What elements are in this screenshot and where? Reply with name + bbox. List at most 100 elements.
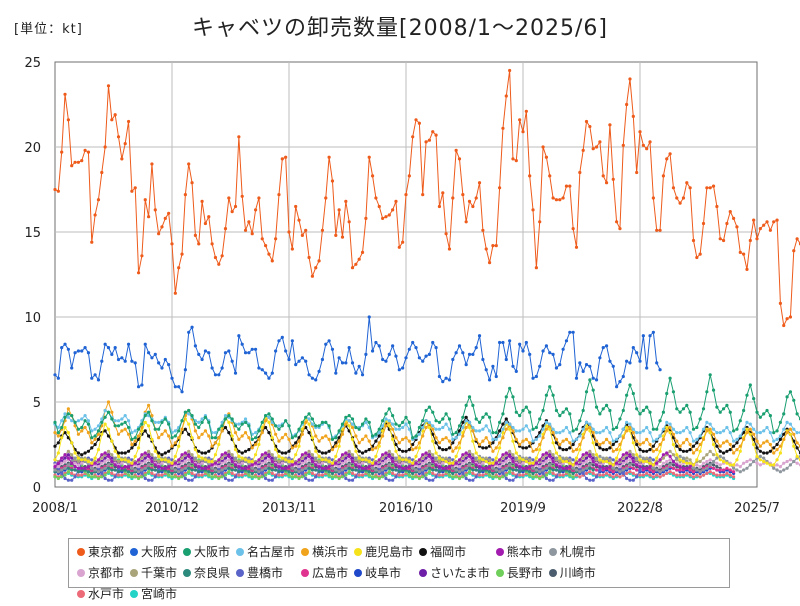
data-point: [143, 420, 147, 424]
data-point: [611, 466, 615, 470]
data-point: [250, 347, 254, 351]
data-point: [431, 427, 435, 431]
data-point: [223, 456, 228, 460]
data-point: [56, 189, 60, 193]
data-point: [421, 461, 425, 465]
data-point: [625, 420, 629, 424]
data-point: [300, 453, 304, 457]
data-point: [337, 476, 341, 481]
data-point: [347, 470, 351, 474]
data-point: [96, 448, 101, 452]
data-point: [90, 458, 94, 462]
data-point: [93, 373, 97, 377]
data-point: [615, 448, 619, 452]
data-point: [732, 466, 736, 470]
data-point: [544, 476, 549, 481]
data-point: [431, 424, 435, 428]
data-point: [635, 453, 639, 457]
data-point: [661, 473, 666, 477]
data-point: [391, 468, 395, 472]
data-point: [558, 465, 562, 469]
data-point: [160, 458, 164, 462]
data-point: [354, 449, 358, 453]
data-point: [574, 456, 579, 460]
data-point: [340, 361, 345, 365]
data-point: [183, 456, 187, 460]
data-point: [467, 466, 472, 470]
data-point: [581, 453, 585, 457]
data-point: [635, 468, 639, 472]
data-point: [631, 459, 635, 464]
data-point: [344, 466, 348, 470]
data-point: [143, 429, 147, 433]
data-point: [772, 220, 776, 224]
data-point: [193, 448, 197, 452]
data-point: [431, 478, 435, 482]
data-point: [274, 456, 278, 460]
data-point: [611, 427, 615, 431]
data-point: [394, 354, 398, 358]
data-point: [116, 432, 121, 436]
data-point: [447, 378, 452, 382]
data-point: [745, 420, 749, 424]
data-point: [665, 391, 669, 396]
data-point: [544, 427, 549, 431]
data-point: [464, 456, 468, 460]
data-point: [170, 376, 174, 380]
data-point: [504, 451, 508, 455]
data-point: [66, 478, 70, 482]
data-point: [197, 470, 201, 474]
data-point: [314, 266, 318, 270]
data-point: [511, 453, 515, 457]
data-point: [534, 475, 538, 479]
data-point: [604, 437, 609, 441]
data-point: [223, 476, 228, 481]
data-point: [544, 451, 549, 455]
data-point: [253, 347, 258, 351]
data-point: [394, 463, 398, 467]
data-point: [153, 352, 157, 356]
data-point: [675, 456, 679, 460]
data-point: [417, 470, 421, 474]
data-point: [163, 429, 167, 433]
data-point: [167, 449, 171, 453]
data-point: [765, 439, 769, 443]
data-point: [514, 456, 518, 460]
data-point: [501, 436, 505, 440]
data-point: [73, 420, 77, 424]
data-point: [778, 444, 783, 448]
data-point: [317, 449, 321, 453]
data-point: [501, 475, 505, 479]
data-point: [350, 437, 355, 441]
data-point: [167, 465, 171, 469]
data-point: [253, 436, 258, 440]
legend-item: 東京都: [77, 543, 124, 560]
data-point: [711, 432, 716, 436]
data-point: [143, 451, 147, 455]
data-point: [598, 412, 602, 416]
data-point: [80, 461, 84, 465]
data-point: [374, 446, 378, 450]
data-point: [728, 468, 732, 472]
data-point: [594, 378, 599, 382]
data-point: [106, 434, 111, 438]
legend-label: 大阪府: [141, 545, 178, 559]
data-point: [354, 463, 358, 467]
data-point: [160, 225, 164, 229]
data-point: [86, 351, 91, 355]
data-point: [742, 468, 746, 472]
data-point: [454, 475, 458, 479]
y-tick-label: 20: [24, 141, 41, 156]
data-point: [721, 238, 726, 243]
data-point: [528, 473, 532, 477]
data-point: [126, 465, 131, 469]
data-point: [655, 427, 659, 431]
data-point: [564, 437, 569, 441]
data-point: [210, 459, 214, 464]
data-point: [387, 466, 391, 470]
data-point: [651, 439, 655, 443]
data-point: [615, 437, 619, 441]
chart-title: キャベツの卸売数量[2008/1～2025/6]: [192, 16, 608, 41]
data-point: [66, 463, 70, 467]
data-point: [170, 475, 174, 479]
